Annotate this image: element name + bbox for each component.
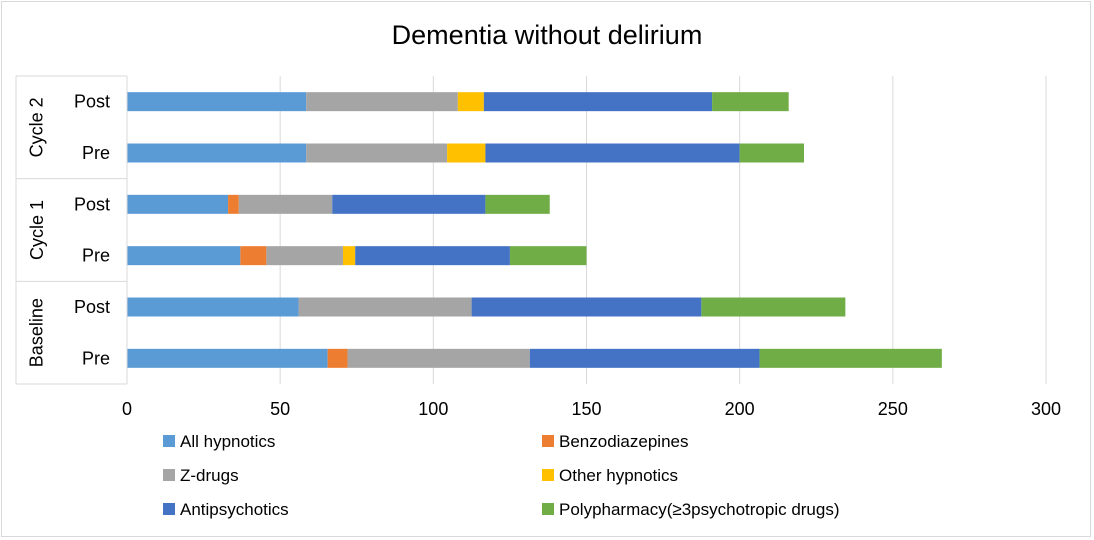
category-label: Pre xyxy=(82,246,110,266)
x-tick-label: 300 xyxy=(1031,399,1061,419)
bar-segment xyxy=(127,297,299,317)
bar-segment xyxy=(457,92,484,112)
group-label: Cycle 2 xyxy=(27,97,47,157)
bar-segment xyxy=(739,143,804,163)
legend-swatch xyxy=(163,503,175,515)
bar-segment xyxy=(712,92,789,112)
bar-segment xyxy=(238,194,333,214)
legend-swatch xyxy=(163,435,175,447)
bar-segment xyxy=(485,194,550,214)
x-tick-label: 150 xyxy=(571,399,601,419)
category-label: Post xyxy=(74,297,110,317)
x-tick-label: 50 xyxy=(270,399,290,419)
legend-swatch xyxy=(163,469,175,481)
group-label: Baseline xyxy=(27,298,47,367)
legend-swatch xyxy=(542,435,554,447)
bar-segment xyxy=(127,143,307,163)
legend: All hypnotics Benzodiazepines Z-drugs Other… xyxy=(163,432,840,519)
chart-title: Dementia without delirium xyxy=(392,20,703,50)
bar-segment xyxy=(127,246,241,266)
x-tick-label: 0 xyxy=(122,399,132,419)
bar-segment xyxy=(485,143,740,163)
legend-swatch xyxy=(542,469,554,481)
bar-segment xyxy=(127,92,307,112)
legend-label: Antipsychotics xyxy=(180,500,289,519)
x-tick-label: 250 xyxy=(878,399,908,419)
bar-segment xyxy=(759,348,942,368)
x-tick-label: 100 xyxy=(418,399,448,419)
bar-segment xyxy=(127,194,229,214)
legend-label: Benzodiazepines xyxy=(559,432,688,451)
bar-segment xyxy=(228,194,239,214)
axes: 0 50 100 150 200 250 300 Pre Post Baseline Pre Post… xyxy=(15,75,1061,419)
bar-segment xyxy=(447,143,486,163)
bar-segment xyxy=(509,246,587,266)
bar-segment xyxy=(529,348,760,368)
legend-swatch xyxy=(542,503,554,515)
category-label: Post xyxy=(74,194,110,214)
group-label: Cycle 1 xyxy=(27,200,47,260)
category-label: Pre xyxy=(82,348,110,368)
bar-segment xyxy=(347,348,530,368)
bar-segment xyxy=(306,92,458,112)
category-label: Pre xyxy=(82,143,110,163)
bars xyxy=(127,92,942,368)
bar-segment xyxy=(306,143,448,163)
category-label: Post xyxy=(74,92,110,112)
legend-label: All hypnotics xyxy=(180,432,275,451)
bar-segment xyxy=(266,246,343,266)
bar-segment xyxy=(127,348,328,368)
bar-segment xyxy=(355,246,510,266)
x-tick-label: 200 xyxy=(725,399,755,419)
legend-label: Other hypnotics xyxy=(559,466,678,485)
legend-label: Polypharmacy(≥3psychotropic drugs) xyxy=(559,500,840,519)
bar-segment xyxy=(342,246,356,266)
gridlines xyxy=(279,76,1047,384)
bar-segment xyxy=(240,246,267,266)
legend-label: Z-drugs xyxy=(180,466,239,485)
bar-segment xyxy=(471,297,702,317)
bar-segment xyxy=(298,297,472,317)
bar-segment xyxy=(332,194,486,214)
bar-segment xyxy=(327,348,348,368)
bar-segment xyxy=(701,297,846,317)
bar-segment xyxy=(483,92,713,112)
